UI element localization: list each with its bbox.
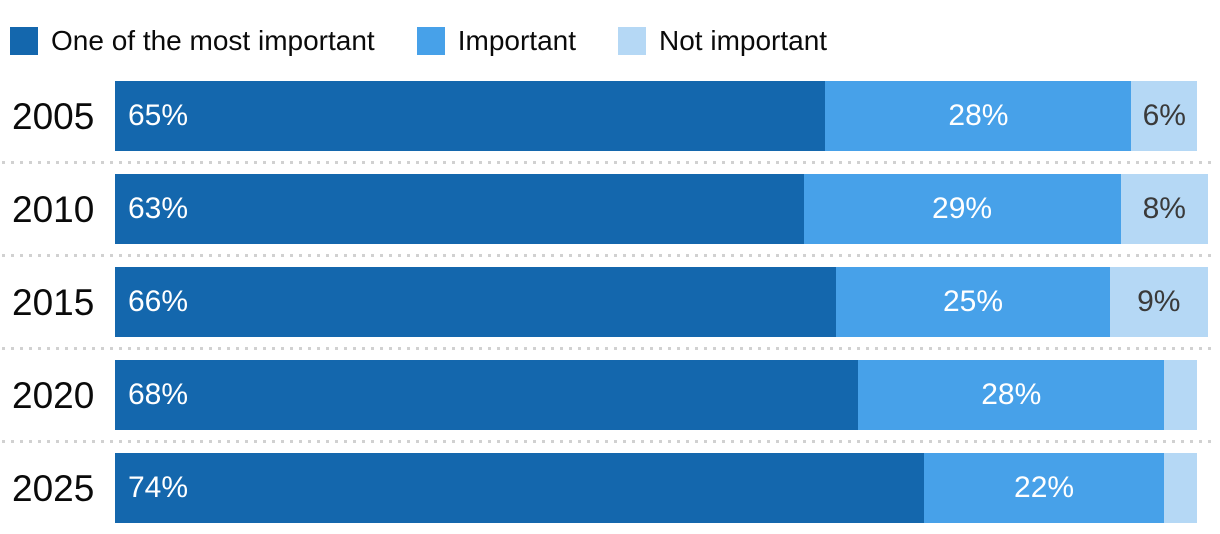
bar-row: 2005 65% 28% 6% bbox=[0, 81, 1220, 151]
bar-segment: 28% bbox=[858, 360, 1165, 430]
chart: 2005 65% 28% 6% 2010 63% 29% 8% 2015 66% 25% 9% 2020… bbox=[0, 81, 1220, 523]
bar-segment: 66% bbox=[115, 267, 837, 337]
bar-row: 2020 68% 28% bbox=[0, 360, 1220, 430]
bar-value-label: 65% bbox=[128, 99, 189, 132]
bar-segment: 68% bbox=[115, 360, 859, 430]
stacked-bar: 74% 22% bbox=[115, 453, 1208, 523]
bar-segment: 29% bbox=[803, 174, 1121, 244]
bar-value-label: 6% bbox=[1142, 99, 1186, 132]
year-label: 2005 bbox=[12, 95, 95, 137]
bar-row: 2010 63% 29% 8% bbox=[0, 174, 1220, 244]
bar-segment: 63% bbox=[115, 174, 804, 244]
bar-segment: 22% bbox=[923, 453, 1165, 523]
year-label: 2015 bbox=[12, 281, 95, 323]
bar-segment: 25% bbox=[836, 267, 1110, 337]
legend-item: One of the most important bbox=[10, 24, 375, 56]
bar-value-label: 63% bbox=[128, 192, 189, 225]
bar-segment: 9% bbox=[1109, 267, 1208, 337]
legend-swatch bbox=[416, 26, 445, 55]
row-separator bbox=[0, 430, 1220, 453]
legend-label: One of the most important bbox=[51, 24, 375, 56]
stacked-bar: 63% 29% 8% bbox=[115, 174, 1208, 244]
row-separator bbox=[0, 151, 1220, 174]
bar-segment: 28% bbox=[825, 81, 1132, 151]
bar-segment: 74% bbox=[115, 453, 924, 523]
bar-value-label: 28% bbox=[981, 378, 1042, 411]
bar-value-label: 74% bbox=[128, 471, 189, 504]
stacked-bar: 66% 25% 9% bbox=[115, 267, 1208, 337]
bar-value-label: 9% bbox=[1137, 285, 1181, 318]
bar-value-label: 28% bbox=[948, 99, 1009, 132]
bar-value-label: 66% bbox=[128, 285, 189, 318]
bar-row: 2015 66% 25% 9% bbox=[0, 267, 1220, 337]
legend-label: Important bbox=[457, 24, 576, 56]
year-label: 2025 bbox=[12, 467, 95, 509]
legend-label: Not important bbox=[659, 24, 828, 56]
legend-swatch bbox=[10, 26, 38, 55]
bar-value-label: 22% bbox=[1014, 471, 1075, 504]
row-separator bbox=[0, 244, 1220, 267]
bar-row: 2025 74% 22% bbox=[0, 453, 1220, 523]
bar-segment: 65% bbox=[115, 81, 826, 151]
bar-value-label: 68% bbox=[128, 378, 189, 411]
stacked-bar: 68% 28% bbox=[115, 360, 1208, 430]
bar-value-label: 8% bbox=[1142, 192, 1186, 225]
bar-value-label: 29% bbox=[932, 192, 993, 225]
legend-item: Not important bbox=[618, 24, 828, 56]
bar-segment bbox=[1164, 360, 1198, 430]
row-separator bbox=[0, 337, 1220, 360]
stacked-bar: 65% 28% 6% bbox=[115, 81, 1208, 151]
legend: One of the most important Important Not im… bbox=[0, 0, 1220, 55]
bar-segment bbox=[1164, 453, 1198, 523]
year-label: 2010 bbox=[12, 188, 95, 230]
bar-segment: 6% bbox=[1131, 81, 1198, 151]
year-label: 2020 bbox=[12, 374, 95, 416]
legend-swatch bbox=[618, 26, 646, 55]
legend-item: Important bbox=[416, 24, 576, 56]
bar-value-label: 25% bbox=[942, 285, 1004, 318]
bar-segment: 8% bbox=[1120, 174, 1208, 244]
